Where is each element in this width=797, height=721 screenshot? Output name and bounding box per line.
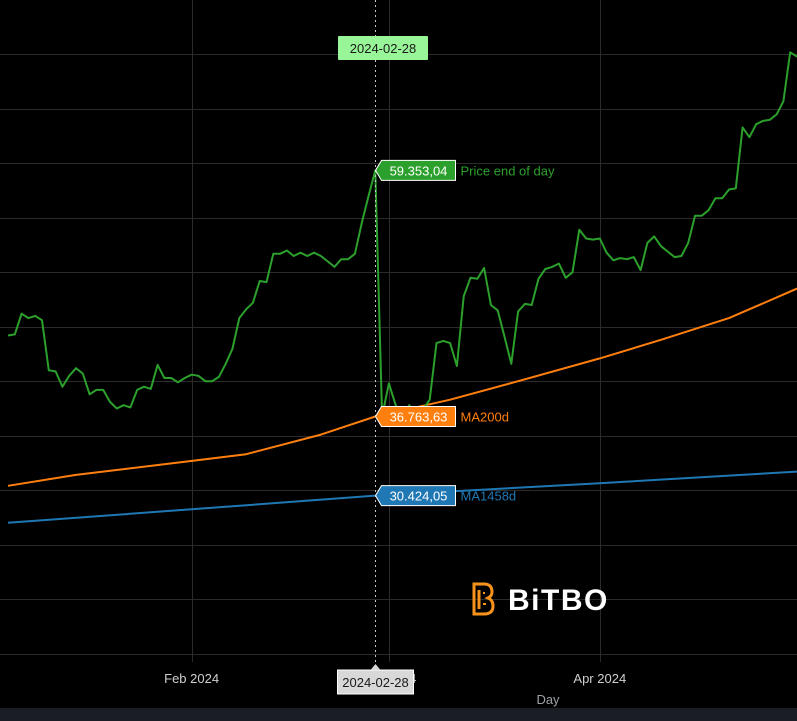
- crosshair-bottom-box: [337, 669, 414, 695]
- watermark-logo: BiTBO: [472, 582, 609, 617]
- crosshair-bottom-date: 2024-02-28: [342, 675, 409, 690]
- x-tick-label: Feb 2024: [164, 671, 219, 686]
- x-axis-title: Day: [536, 692, 560, 707]
- tooltip-ma200d: 36.763,63 MA200d: [374, 405, 509, 427]
- crosshair-tooltips: 59.353,04 Price end of day 36.763,63 MA200d…: [374, 159, 555, 507]
- crosshair-top-date: 2024-02-28: [350, 41, 417, 56]
- tooltip-price-end-of-day: 59.353,04 Price end of day: [374, 159, 555, 181]
- crosshair-bottom-pointer: [370, 664, 381, 670]
- x-tick-label: Apr 2024: [573, 671, 626, 686]
- tooltip-value: 36.763,63: [390, 409, 448, 424]
- tooltip-value: 30.424,05: [390, 489, 448, 504]
- tooltip-series-name: MA200d: [461, 409, 509, 424]
- watermark-text: BiTBO: [508, 584, 609, 617]
- bottom-strip: [0, 708, 797, 721]
- tooltip-box: [374, 405, 456, 427]
- tooltip-series-name: MA1458d: [461, 489, 517, 504]
- bitbo-logo-icon: [472, 582, 495, 616]
- tooltip-box: [374, 159, 456, 181]
- tooltip-value: 59.353,04: [390, 163, 448, 178]
- tooltip-series-name: Price end of day: [461, 163, 555, 178]
- crosshair-bottom-label: 2024-02-28: [337, 664, 414, 695]
- vertical-gridlines: [192, 0, 601, 662]
- crosshair-top-label: 2024-02-28: [338, 36, 428, 60]
- tooltip-box: [374, 485, 456, 507]
- tooltip-ma1458d: 30.424,05 MA1458d: [374, 485, 517, 507]
- horizontal-gridlines: [0, 54, 797, 655]
